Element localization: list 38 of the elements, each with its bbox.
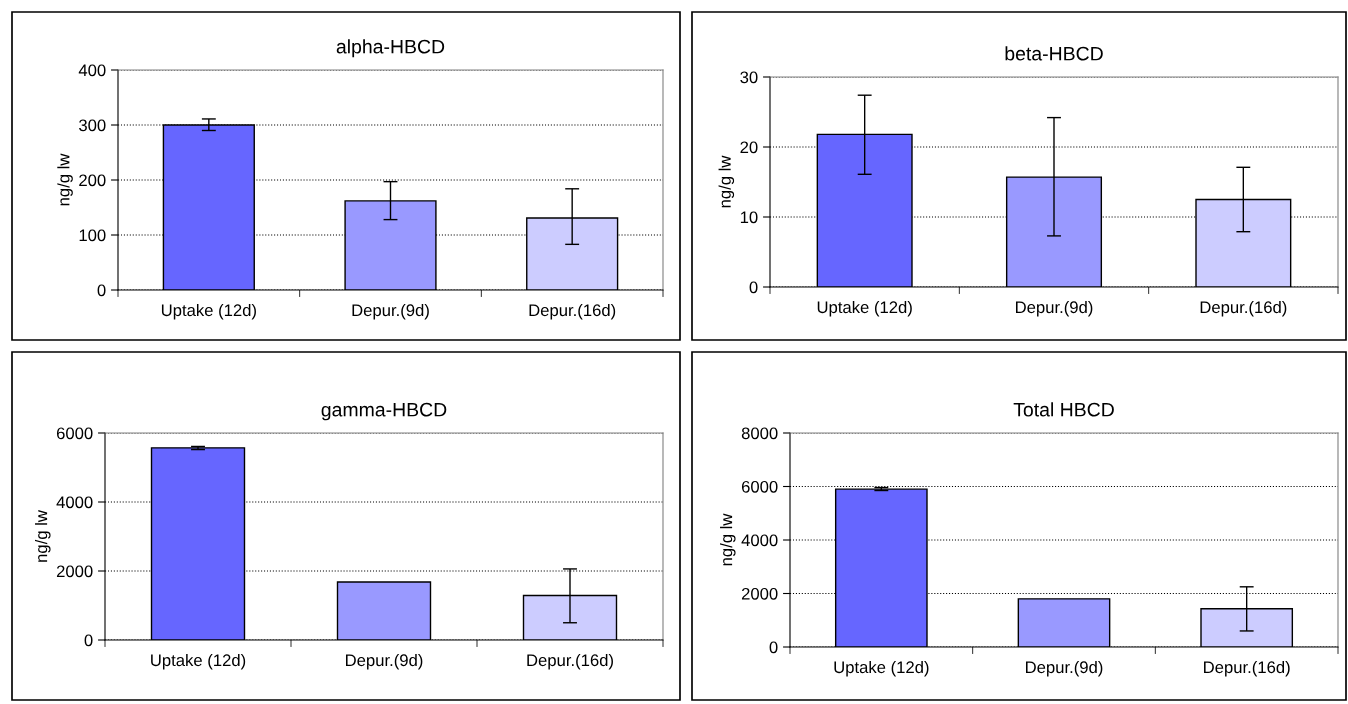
- y-axis-title: ng/g lw: [720, 513, 736, 566]
- y-tick-label: 30: [740, 71, 758, 84]
- x-tick-label: Depur.(9d): [346, 653, 423, 670]
- chart-title: alpha-HBCD: [336, 39, 445, 58]
- x-tick-label: Depur.(9d): [352, 303, 429, 320]
- x-tick-label: Uptake (12d): [151, 653, 246, 670]
- chart-title: Total HBCD: [1013, 402, 1114, 417]
- y-tick-label: 200: [79, 174, 106, 187]
- y-tick-label: 6000: [56, 427, 93, 440]
- y-tick-label: 6000: [741, 480, 778, 493]
- x-tick-label: Uptake (12d): [161, 303, 256, 320]
- x-tick-label: Depur.(9d): [1016, 300, 1093, 317]
- x-tick-label: Depur.(9d): [1026, 660, 1103, 677]
- y-tick-label: 10: [740, 211, 758, 224]
- x-tick-label: Uptake (12d): [834, 660, 929, 677]
- y-tick-label: 0: [97, 284, 106, 297]
- y-tick-label: 8000: [741, 427, 778, 440]
- y-tick-label: 0: [84, 634, 93, 647]
- y-tick-label: 2000: [741, 587, 778, 600]
- y-tick-label: 0: [769, 641, 778, 654]
- y-axis-title: ng/g lw: [35, 510, 51, 562]
- y-axis-title: ng/g lw: [718, 155, 735, 208]
- x-tick-label: Depur.(16d): [529, 303, 616, 320]
- x-tick-label: Uptake (12d): [817, 300, 912, 317]
- y-tick-label: 4000: [56, 496, 93, 509]
- y-tick-label: 300: [79, 119, 106, 132]
- y-axis-title: ng/g lw: [57, 153, 73, 206]
- y-tick-label: 400: [78, 64, 106, 77]
- y-tick-label: 100: [79, 229, 106, 242]
- x-tick-label: Depur.(16d): [1200, 300, 1287, 317]
- y-tick-label: 20: [740, 141, 758, 154]
- y-tick-label: 0: [749, 281, 758, 294]
- chart-title: gamma-HBCD: [321, 402, 447, 421]
- y-tick-label: 2000: [56, 565, 93, 578]
- chart-title: beta-HBCD: [1005, 46, 1103, 61]
- x-tick-label: Depur.(16d): [527, 653, 613, 670]
- y-tick-label: 4000: [741, 534, 778, 547]
- x-tick-label: Depur.(16d): [1204, 660, 1290, 677]
